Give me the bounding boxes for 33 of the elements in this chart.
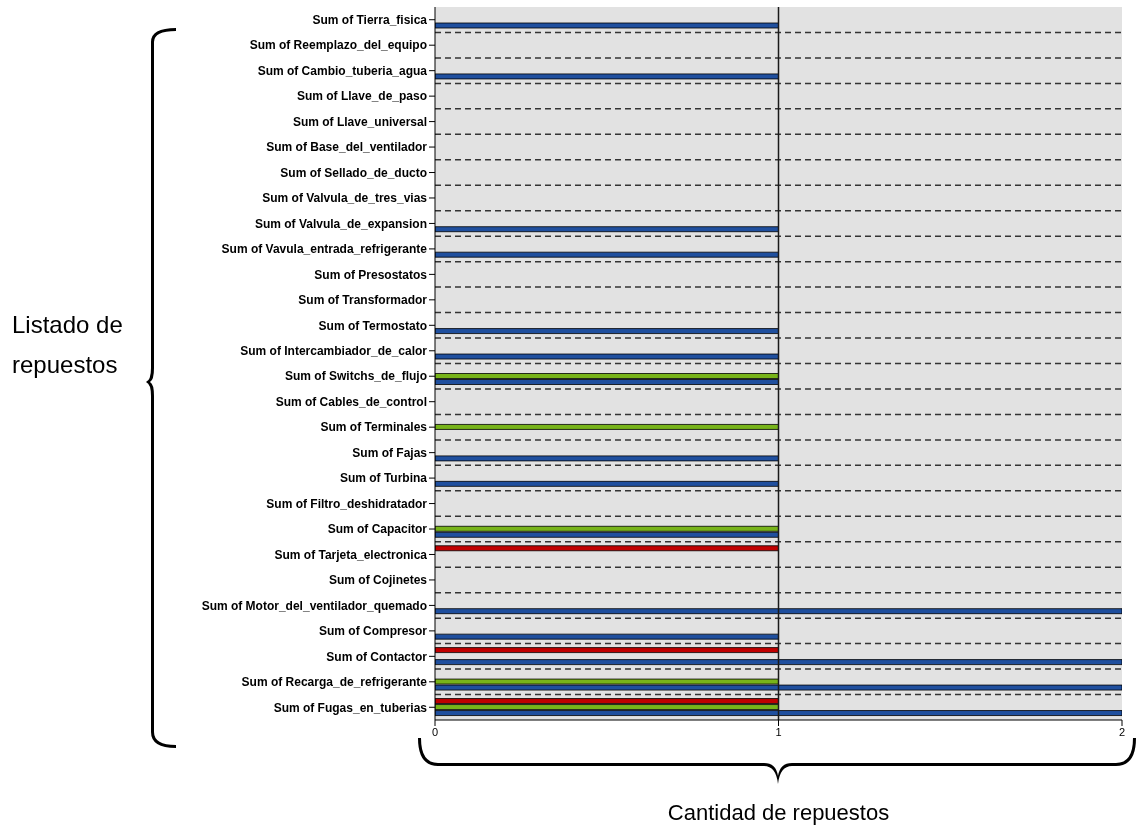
- y-tick-label: Sum of Contactor: [326, 649, 428, 664]
- y-tick-label: Sum of Intercambiador_de_calor: [240, 344, 428, 359]
- y-tick-label: Sum of Tarjeta_electronica: [274, 547, 428, 562]
- y-tick-label: Sum of Motor_del_ventilador_quemado: [201, 598, 427, 613]
- y-tick-label: Sum of Sellado_de_ducto: [280, 165, 427, 180]
- y-tick-label: Sum of Vavula_entrada_refrigerante: [221, 242, 428, 257]
- y-tick-label: Sum of Presostatos: [314, 267, 428, 282]
- y-tick-label: Sum of Fajas: [352, 445, 428, 460]
- y-tick-label: Sum of Compresor: [318, 624, 428, 639]
- y-tick-label: Sum of Turbina: [339, 471, 428, 486]
- y-tick-label: Sum of Terminales: [320, 420, 428, 435]
- y-axis-title: Listado de repuestos: [12, 310, 124, 380]
- y-tick-label: Sum of Llave_universal: [292, 114, 427, 129]
- y-tick-label: Sum of Capacitor: [327, 522, 428, 537]
- y-tick-label: Sum of Reemplazo_del_equipo: [249, 38, 427, 53]
- y-tick-label: Sum of Termostato: [318, 318, 427, 333]
- y-tick-label: Sum of Switchs_de_flujo: [284, 369, 427, 384]
- y-tick-label: Sum of Cables_de_control: [275, 394, 427, 409]
- y-tick-label: Sum of Filtro_deshidratador: [266, 496, 428, 511]
- x-tick-label: 1: [775, 725, 782, 738]
- y-tick-label: Sum of Cambio_tuberia_agua: [257, 63, 428, 78]
- y-tick-label: Sum of Llave_de_paso: [296, 89, 427, 104]
- y-tick-label: Sum of Tierra_fisica: [312, 12, 428, 27]
- x-tick-label: 0: [431, 725, 439, 738]
- y-tick-label: Sum of Valvula_de_expansion: [254, 216, 427, 231]
- x-tick-label: 2: [1118, 725, 1126, 738]
- y-tick-label: Sum of Cojinetes: [328, 573, 428, 588]
- y-tick-label: Sum of Base_del_ventilador: [266, 140, 428, 155]
- y-tick-label: Sum of Valvula_de_tres_vias: [262, 191, 428, 206]
- y-tick-label: Sum of Transformador: [298, 293, 428, 308]
- x-axis-title: Cantidad de repuestos: [666, 800, 891, 826]
- y-tick-label: Sum of Fugas_en_tuberias: [273, 700, 428, 715]
- y-tick-label: Sum of Recarga_de_refrigerante: [241, 675, 428, 690]
